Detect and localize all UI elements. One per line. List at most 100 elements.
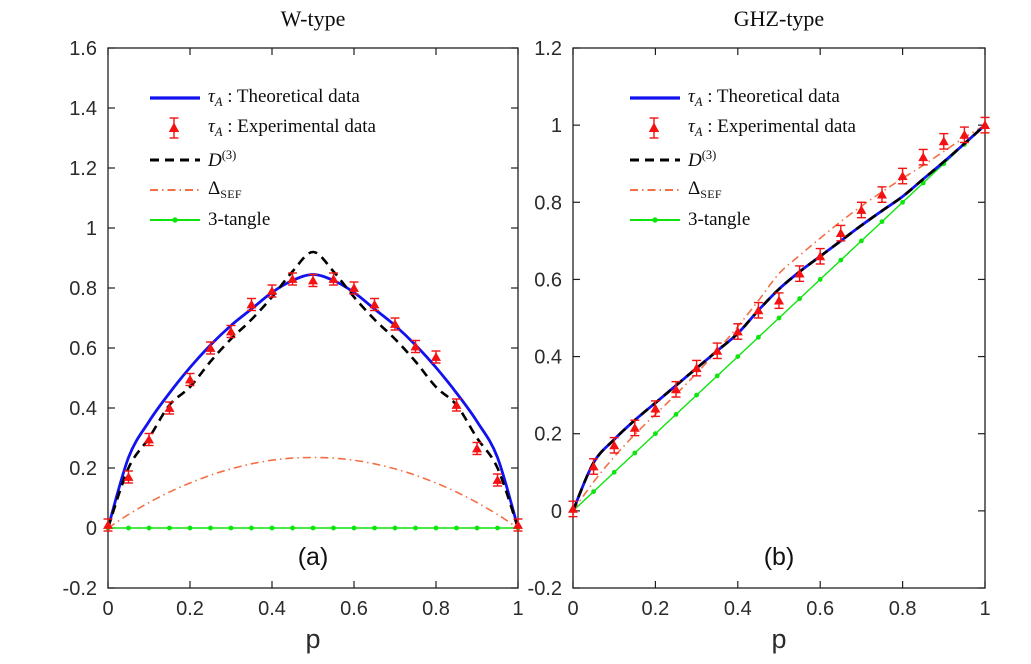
y-tick-label: 0.6 <box>69 338 97 360</box>
panel-label-a: (a) <box>297 543 329 571</box>
triangle-marker <box>492 475 503 484</box>
triangle-marker <box>308 275 318 285</box>
legend-entry-tau-a-experimental: τA : Experimental data <box>628 115 856 141</box>
triangle-marker <box>856 205 867 214</box>
y-tick-label: 0.6 <box>534 269 562 291</box>
legend-label-part: 3-tangle <box>208 209 271 230</box>
legend-swatch-delta-sef <box>150 189 200 191</box>
legend-label-part: A <box>694 95 703 109</box>
legend-label: ΔSEF <box>208 178 242 202</box>
triangle-marker <box>123 472 134 481</box>
legend-entry-three-tangle: 3-tangle <box>628 207 750 233</box>
data-point-tau-a-experimental <box>588 458 599 475</box>
marker-dot-three-tangle <box>859 238 864 244</box>
panel-label-b: (b) <box>763 543 795 571</box>
legend-label-part: (3) <box>221 148 237 162</box>
legend-label: τA : Experimental data <box>688 116 856 140</box>
data-point-tau-a-experimental <box>691 359 702 377</box>
legend-dot-icon <box>652 217 658 223</box>
marker-dot-three-tangle <box>392 525 398 531</box>
marker-dot-three-tangle <box>413 525 418 531</box>
y-tick-label: 1.4 <box>69 98 97 120</box>
legend-label-part: D <box>688 150 702 171</box>
data-point-tau-a-experimental <box>103 518 113 532</box>
triangle-marker <box>918 152 929 162</box>
data-point-tau-a-experimental <box>671 380 681 398</box>
marker-dot-three-tangle <box>187 525 193 531</box>
marker-dot-three-tangle <box>817 277 823 282</box>
data-point-tau-a-experimental <box>732 323 743 340</box>
marker-dot-three-tangle <box>838 257 844 263</box>
y-tick-label: 0.2 <box>534 424 562 446</box>
triangle-marker <box>691 363 702 372</box>
marker-dot-three-tangle <box>632 450 638 456</box>
data-point-tau-a-experimental <box>185 372 195 387</box>
data-point-tau-a-experimental <box>897 167 908 185</box>
triangle-marker <box>671 384 681 394</box>
legend-dot-icon <box>172 217 178 223</box>
triangle-marker <box>815 251 826 261</box>
marker-dot-three-tangle <box>673 412 679 417</box>
legend-label-part: : Theoretical data <box>702 86 840 107</box>
y-tick-label: 0.2 <box>69 458 97 480</box>
marker-dot-three-tangle <box>474 525 480 531</box>
data-point-tau-a-experimental <box>513 518 523 532</box>
legend-label-part: : Theoretical data <box>222 86 360 107</box>
triangle-marker <box>513 520 523 529</box>
triangle-marker <box>226 326 236 336</box>
legend-label-part: : Experimental data <box>222 116 376 137</box>
triangle-marker <box>185 374 195 384</box>
legend-label: ΔSEF <box>688 178 722 202</box>
marker-dot-three-tangle <box>694 392 699 398</box>
data-point-tau-a-experimental <box>774 292 784 310</box>
data-point-tau-a-experimental <box>123 470 134 484</box>
legend-label: τA : Theoretical data <box>208 86 360 110</box>
data-point-tau-a-experimental <box>568 500 578 518</box>
triangle-marker <box>451 400 462 409</box>
data-point-tau-a-experimental <box>938 132 949 150</box>
data-point-tau-a-experimental <box>918 148 929 166</box>
data-point-tau-a-experimental <box>712 342 723 360</box>
y-tick-label: 0.8 <box>534 192 562 214</box>
triangle-marker <box>246 299 257 309</box>
marker-dot-three-tangle <box>351 525 357 531</box>
y-tick-label: 0 <box>86 518 97 540</box>
marker-dot-three-tangle <box>756 334 761 340</box>
x-tick-label: 0 <box>102 598 113 620</box>
data-point-tau-a-experimental <box>328 272 339 286</box>
data-point-tau-a-experimental <box>410 339 421 354</box>
triangle-marker <box>472 443 482 453</box>
legend-label-part: A <box>214 95 223 109</box>
marker-dot-three-tangle <box>310 525 316 531</box>
legend-label-part: Δ <box>688 178 701 199</box>
data-point-tau-a-experimental <box>164 401 175 415</box>
legend-label: 3-tangle <box>208 209 270 231</box>
marker-dot-three-tangle <box>146 525 152 531</box>
y-tick-label: 1 <box>551 115 562 137</box>
triangle-marker <box>568 504 578 513</box>
series-delta-sef <box>107 456 519 529</box>
marker-dot-three-tangle <box>290 525 295 531</box>
legend-entry-tau-a-experimental: τA : Experimental data <box>148 115 376 141</box>
plot-box <box>107 47 519 589</box>
legend-entry-delta-sef: ΔSEF <box>148 177 242 203</box>
legend-swatch-d3 <box>150 158 200 162</box>
x-tick-label: 0.4 <box>724 598 752 620</box>
data-point-tau-a-experimental <box>431 350 441 364</box>
data-point-tau-a-experimental <box>205 341 216 355</box>
legend-entry-tau-a-theoretical: τA : Theoretical data <box>148 85 360 111</box>
legend-label: τA : Experimental data <box>208 116 376 140</box>
legend-swatch-tau-a-theoretical <box>630 96 680 100</box>
x-tick-label: 0 <box>567 598 578 620</box>
marker-dot-three-tangle <box>591 489 596 494</box>
x-axis-label-ghz: p <box>771 624 787 654</box>
legend-triangle-icon <box>648 122 660 132</box>
triangle-marker <box>629 423 640 432</box>
marker-dot-three-tangle <box>714 373 720 379</box>
data-point-tau-a-experimental <box>629 419 640 437</box>
triangle-marker <box>390 319 400 328</box>
chart-title-w: W-type <box>280 6 346 31</box>
triangle-marker <box>794 268 805 278</box>
triangle-marker <box>959 130 970 139</box>
